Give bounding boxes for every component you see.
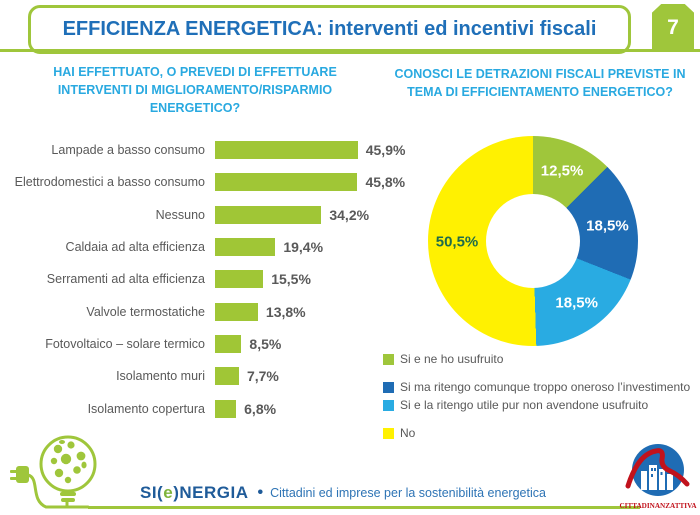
bar-value-label: 15,5% bbox=[271, 271, 311, 288]
bar-value-label: 45,9% bbox=[365, 142, 406, 159]
bar-value-label: 19,4% bbox=[283, 239, 324, 256]
question-right: CONOSCI LE DETRAZIONI FISCALI PREVISTE I… bbox=[394, 67, 686, 99]
bar-category-label: Isolamento copertura bbox=[87, 401, 205, 416]
bar-row: Nessuno 34,2% bbox=[0, 199, 430, 231]
legend-swatch bbox=[383, 382, 394, 393]
bar-category-label: Isolamento muri bbox=[116, 369, 205, 384]
bar-row: Lampade a basso consumo 45,9% bbox=[0, 134, 430, 166]
footer-tagline: Cittadini ed imprese per la sostenibilit… bbox=[270, 486, 546, 500]
donut-slice-label: 18,5% bbox=[555, 294, 598, 312]
bar-rect bbox=[215, 173, 358, 192]
legend-label: Si e ne ho usufruito bbox=[400, 352, 504, 366]
bar-row: Fotovoltaico – solare termico 8,5% bbox=[0, 328, 430, 360]
donut-slice-label: 50,5% bbox=[435, 233, 479, 251]
bar-category-label: Caldaia ad alta efficienza bbox=[65, 240, 205, 255]
bar-category-label: Serramenti ad alta efficienza bbox=[46, 272, 205, 287]
cittadinanzattiva-wordmark: CITTADINANZATTIVA bbox=[619, 502, 697, 510]
bar-rect bbox=[215, 367, 239, 386]
bar-value-label: 8,5% bbox=[249, 335, 282, 352]
bar-category-label: Valvole termostatiche bbox=[86, 304, 205, 319]
bar-category-label: Lampade a basso consumo bbox=[51, 143, 205, 158]
title-box: EFFICIENZA ENERGETICA: interventi ed inc… bbox=[28, 5, 631, 54]
donut-slice-label: 18,5% bbox=[586, 217, 629, 235]
bar-row: Caldaia ad alta efficienza 19,4% bbox=[0, 231, 430, 263]
bar-rect bbox=[215, 141, 358, 160]
page-number: 7 bbox=[667, 16, 679, 39]
bar-value-label: 45,8% bbox=[365, 174, 406, 191]
bar-value-label: 13,8% bbox=[265, 303, 306, 320]
bar-rect bbox=[215, 399, 237, 418]
legend-item: Si ma ritengo comunque troppo oneroso l’… bbox=[383, 380, 695, 395]
legend-item: Si e ne ho usufruito bbox=[383, 352, 695, 367]
donut-hole bbox=[486, 194, 580, 288]
page-title: EFFICIENZA ENERGETICA: interventi ed inc… bbox=[62, 18, 597, 40]
eco-bulb-logo-icon bbox=[10, 435, 97, 509]
bar-row: Isolamento muri 7,7% bbox=[0, 360, 430, 392]
legend-swatch bbox=[383, 400, 394, 411]
footer-brand-row: SI(e)NERGIA • Cittadini ed imprese per l… bbox=[140, 483, 546, 503]
bar-category-label: Fotovoltaico – solare termico bbox=[45, 336, 205, 351]
legend-swatch bbox=[383, 354, 394, 365]
header-divider bbox=[0, 49, 700, 52]
legend-swatch bbox=[383, 428, 394, 439]
bar-value-label: 7,7% bbox=[246, 368, 279, 385]
bar-rect bbox=[215, 238, 276, 257]
bar-rect bbox=[215, 270, 264, 289]
legend-label: Si e la ritengo utile pur non avendone u… bbox=[400, 398, 649, 412]
bar-category-label: Elettrodomestici a basso consumo bbox=[14, 175, 205, 190]
legend-item: No bbox=[383, 426, 695, 441]
bar-rect bbox=[215, 205, 322, 224]
bar-row: Valvole termostatiche 13,8% bbox=[0, 295, 430, 327]
bar-chart: Lampade a basso consumo 45,9% Elettrodomes… bbox=[0, 134, 430, 425]
bar-category-label: Nessuno bbox=[155, 207, 205, 222]
cittadinanzattiva-logo-icon: CITTADINANZATTIVA bbox=[619, 444, 697, 510]
legend-label: Si ma ritengo comunque troppo oneroso l’… bbox=[400, 380, 691, 394]
bar-row: Isolamento copertura 6,8% bbox=[0, 392, 430, 424]
footer-cord-line bbox=[88, 506, 640, 509]
bar-row: Elettrodomestici a basso consumo 45,8% bbox=[0, 166, 430, 198]
bar-value-label: 6,8% bbox=[244, 400, 277, 417]
legend-label: No bbox=[400, 426, 416, 440]
bar-rect bbox=[215, 334, 242, 353]
donut-slice-label: 12,5% bbox=[540, 162, 584, 180]
donut-legend: Si e ne ho usufruito Si ma ritengo comunq… bbox=[383, 352, 695, 454]
bar-value-label: 34,2% bbox=[329, 206, 370, 223]
bar-rect bbox=[215, 302, 258, 321]
bar-row: Serramenti ad alta efficienza 15,5% bbox=[0, 263, 430, 295]
donut-chart: 12,5% 18,5% 18,5% 50,5% bbox=[428, 136, 638, 346]
question-left: HAI EFFETTUATO, O PREVEDI DI EFFETTUARE … bbox=[53, 65, 337, 115]
legend-item: Si e la ritengo utile pur non avendone u… bbox=[383, 398, 695, 413]
page-number-badge: 7 bbox=[652, 4, 694, 52]
footer-bullet: • bbox=[257, 484, 264, 501]
brand-name: SI(e)NERGIA bbox=[140, 483, 249, 502]
